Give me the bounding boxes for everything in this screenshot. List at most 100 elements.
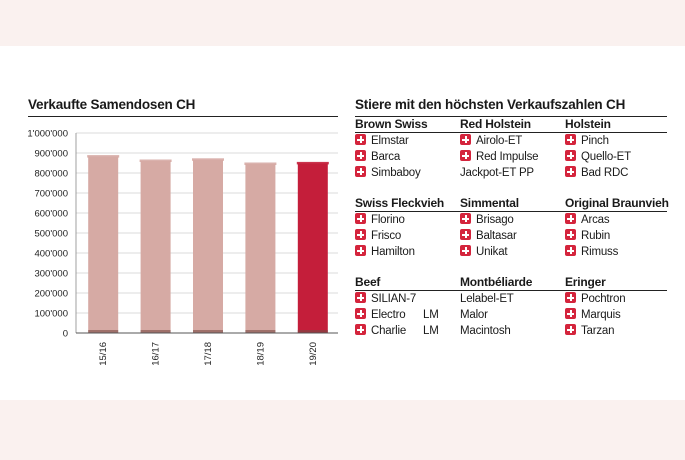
bull-entry: Arcas <box>565 213 610 228</box>
bull-entry: Frisco <box>355 229 401 244</box>
swiss-flag-icon <box>565 229 576 240</box>
bull-name: Elmstar <box>371 135 409 147</box>
group-divider <box>355 290 667 291</box>
bull-name: SILIAN-7 <box>371 293 417 305</box>
swiss-flag-icon <box>460 245 471 256</box>
bar-base <box>297 330 328 333</box>
group-heading: Holstein <box>565 117 611 131</box>
y-tick-label: 200'000 <box>34 289 68 300</box>
bull-entry: Pinch <box>565 134 609 149</box>
group-heading: Red Holstein <box>460 117 531 131</box>
y-tick-label: 400'000 <box>34 249 68 260</box>
bull-entry: Baltasar <box>460 229 517 244</box>
swiss-flag-icon <box>355 150 366 161</box>
top-band <box>0 0 685 46</box>
bull-entry: Hamilton <box>355 245 415 260</box>
bull-name: Simbaboy <box>371 167 421 179</box>
swiss-flag-icon <box>565 245 576 256</box>
bull-entry: Pochtron <box>565 292 626 307</box>
bar-chart: 0 100'000 200'000 300'000 400'000 500'000 600'… <box>27 129 338 366</box>
bull-name: Malor <box>460 309 488 321</box>
group-heading: Montbéliarde <box>460 275 533 289</box>
bull-name: Hamilton <box>371 246 415 258</box>
bull-suffix: LM <box>423 325 439 337</box>
bull-entry: Lelabel-ET <box>460 292 514 307</box>
bull-entry: SILIAN-7 <box>355 292 416 307</box>
bull-name: Tarzan <box>581 325 615 337</box>
bull-entry: Tarzan <box>565 324 615 339</box>
y-tick-label: 600'000 <box>34 209 68 220</box>
swiss-flag-icon <box>565 308 576 319</box>
group-heading: Eringer <box>565 275 606 289</box>
bar <box>245 164 276 333</box>
bar <box>193 159 223 333</box>
swiss-flag-icon <box>565 166 576 177</box>
bull-suffix: LM <box>423 309 439 321</box>
bar <box>88 156 119 333</box>
bar-cap <box>244 162 277 165</box>
bull-entry: Simbaboy <box>355 166 421 181</box>
bull-name: Pochtron <box>581 293 626 305</box>
bull-name: Unikat <box>476 246 508 258</box>
bull-name: Rimuss <box>581 246 619 258</box>
bull-entry: Brisago <box>460 213 514 228</box>
bull-name: Rubin <box>581 230 611 242</box>
bar-cap <box>192 158 224 161</box>
bull-name: Frisco <box>371 230 402 242</box>
bull-name: Baltasar <box>476 230 517 242</box>
table-title: Stiere mit den höchsten Verkaufszahlen C… <box>355 97 667 117</box>
y-tick-label: 700'000 <box>34 189 68 200</box>
bull-entry: Bad RDC <box>565 166 628 181</box>
chart-title: Verkaufte Samendosen CH <box>28 97 338 117</box>
x-tick-label: 15/16 <box>98 342 109 366</box>
bar-base <box>245 330 276 333</box>
group-heading: Simmental <box>460 196 519 210</box>
bull-entry: Macintosh <box>460 324 511 339</box>
bull-name: Charlie <box>371 325 407 337</box>
bull-name: Jackpot-ET PP <box>460 167 534 179</box>
bar-base <box>88 330 119 333</box>
bull-name: Airolo-ET <box>476 135 523 147</box>
swiss-flag-icon <box>355 166 366 177</box>
bull-entry: Quello-ET <box>565 150 631 165</box>
bull-entry: Charlie LM <box>355 324 439 339</box>
y-tick-label: 500'000 <box>34 229 68 240</box>
swiss-flag-icon <box>565 150 576 161</box>
bull-entry: Airolo-ET <box>460 134 522 149</box>
bull-entry: Malor <box>460 308 488 323</box>
group-heading: Swiss Fleckvieh <box>355 196 445 210</box>
bar-cap <box>87 155 120 158</box>
swiss-flag-icon <box>355 308 366 319</box>
swiss-flag-icon <box>355 134 366 145</box>
swiss-flag-icon <box>460 134 471 145</box>
bull-entry: Marquis <box>565 308 621 323</box>
bull-entry: Electro LM <box>355 308 439 323</box>
swiss-flag-icon <box>565 134 576 145</box>
bull-name: Florino <box>371 214 405 226</box>
x-tick-label: 18/19 <box>255 342 266 366</box>
y-tick-label: 100'000 <box>34 309 68 320</box>
swiss-flag-icon <box>355 229 366 240</box>
bar-cap <box>296 161 329 165</box>
y-tick-label: 300'000 <box>34 269 68 280</box>
x-tick-label: 16/17 <box>151 342 162 366</box>
x-tick-label: 17/18 <box>203 342 214 366</box>
group-heading: Beef <box>355 275 381 289</box>
bull-name: Arcas <box>581 214 610 226</box>
bull-name: Brisago <box>476 214 514 226</box>
swiss-flag-icon <box>355 245 366 256</box>
bull-name: Marquis <box>581 309 621 321</box>
swiss-flag-icon <box>460 229 471 240</box>
bottom-band <box>0 400 685 460</box>
bull-entry: Elmstar <box>355 134 409 149</box>
bull-name: Red Impulse <box>476 151 539 163</box>
swiss-flag-icon <box>460 213 471 224</box>
bull-name: Quello-ET <box>581 151 631 163</box>
group-heading: Original Braunvieh <box>565 196 669 210</box>
swiss-flag-icon <box>355 213 366 224</box>
bar-cap <box>139 159 172 162</box>
bull-name: Barca <box>371 151 401 163</box>
bull-entry: Barca <box>355 150 400 165</box>
bar <box>297 163 328 333</box>
bull-entry: Florino <box>355 213 405 228</box>
